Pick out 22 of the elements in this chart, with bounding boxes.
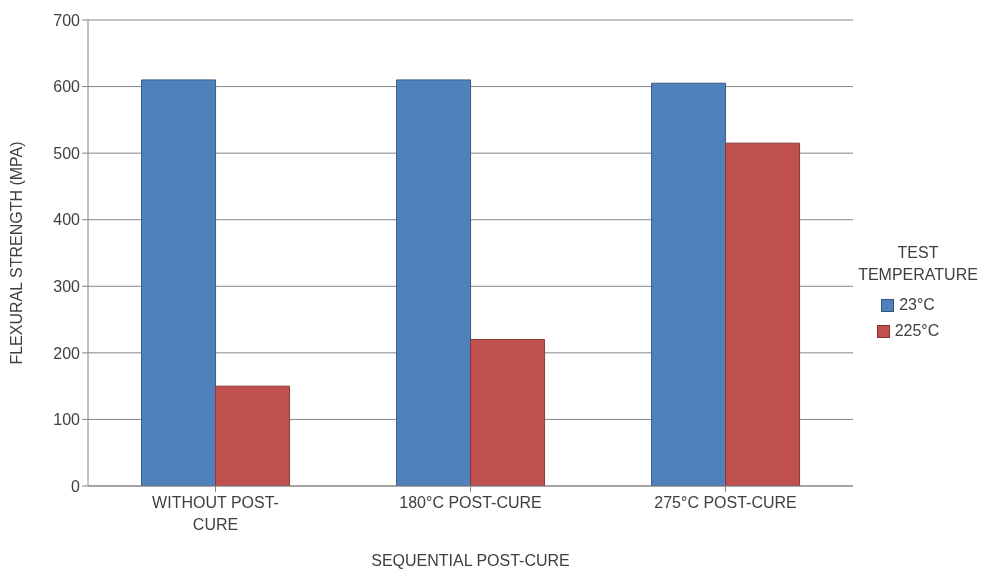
x-tick-label: WITHOUT POST-CURE: [152, 494, 279, 533]
bar: [651, 82, 727, 486]
y-tick-label: 200: [53, 344, 81, 362]
bar: [725, 142, 801, 486]
bar: [396, 79, 472, 486]
y-tick-label: 0: [71, 477, 81, 495]
y-tick-label: 600: [53, 78, 81, 96]
y-axis-title: FLEXURAL STRENGTH (MPA): [7, 141, 25, 365]
y-tick-label: 400: [53, 211, 81, 229]
x-axis-title: SEQUENTIAL POST-CURE: [371, 552, 570, 569]
legend-title: TEST TEMPERATURE: [857, 243, 979, 285]
legend-label: 23°C: [899, 296, 935, 314]
bar: [141, 79, 217, 486]
y-tick-label: 500: [53, 144, 81, 162]
legend-label: 225°C: [894, 322, 940, 340]
y-tick-label: 700: [53, 11, 81, 29]
bar: [470, 339, 546, 486]
x-tick-label: 275°C POST-CURE: [654, 494, 797, 511]
y-tick-label: 100: [53, 411, 81, 429]
bar: [215, 385, 291, 486]
x-tick-label: 180°C POST-CURE: [399, 494, 542, 511]
y-tick-label: 300: [53, 277, 81, 295]
